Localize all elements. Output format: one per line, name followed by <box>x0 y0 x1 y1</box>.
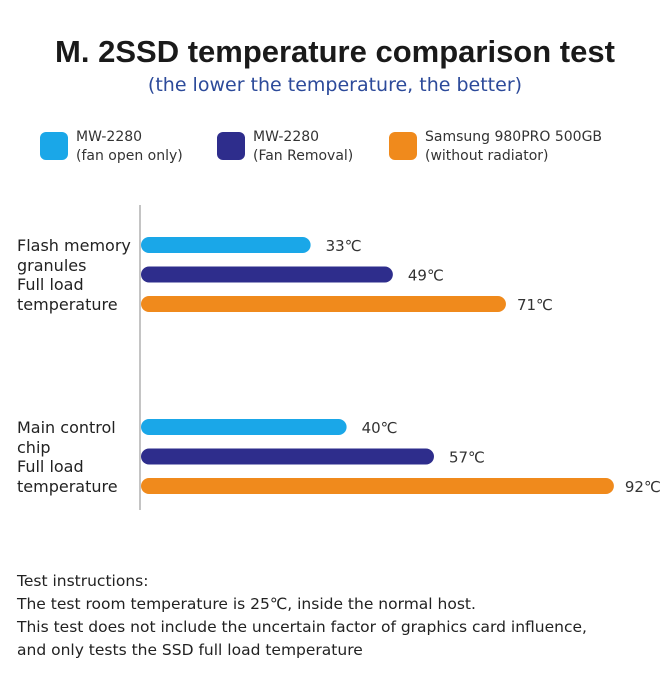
data-label: 92℃ <box>625 478 661 496</box>
test-instructions: Test instructions: The test room tempera… <box>17 570 587 662</box>
chart-title: M. 2SSD temperature comparison test <box>55 34 615 69</box>
bar <box>141 478 614 494</box>
data-label: 33℃ <box>326 237 362 255</box>
bar <box>141 296 506 312</box>
category-label-1: Flash memory granules Full load temperature <box>17 236 131 314</box>
legend-item-2: MW-2280 (Fan Removal) <box>217 128 353 166</box>
legend-item-3: Samsung 980PRO 500GB (without radiator) <box>389 128 602 166</box>
legend-label: Samsung 980PRO 500GB <box>425 129 603 145</box>
notes-line: The test room temperature is 25℃, inside… <box>17 595 476 613</box>
bar <box>141 266 393 283</box>
notes-line: and only tests the SSD full load tempera… <box>17 641 363 659</box>
legend-swatch <box>389 132 417 160</box>
data-label: 40℃ <box>362 419 398 437</box>
legend-label: (Fan Removal) <box>253 148 354 164</box>
data-label: 71℃ <box>517 296 553 314</box>
category-label-2: Main control chip Full load temperature <box>17 418 118 496</box>
notes-line: This test does not include the uncertain… <box>17 618 587 636</box>
data-label: 57℃ <box>449 449 485 467</box>
legend-label: (fan open only) <box>76 148 183 164</box>
chart-subtitle: (the lower the temperature, the better) <box>147 74 523 96</box>
legend-item-1: MW-2280 (fan open only) <box>40 128 183 166</box>
legend-label: MW-2280 <box>76 129 143 145</box>
notes-heading: Test instructions: <box>17 572 149 590</box>
legend-swatch <box>40 132 68 160</box>
legend-label: (without radiator) <box>425 148 549 164</box>
bar <box>141 237 311 253</box>
bar <box>141 448 434 465</box>
legend-swatch <box>217 132 245 160</box>
bar <box>141 419 347 435</box>
data-label: 49℃ <box>408 267 444 285</box>
legend-label: MW-2280 <box>253 129 320 145</box>
